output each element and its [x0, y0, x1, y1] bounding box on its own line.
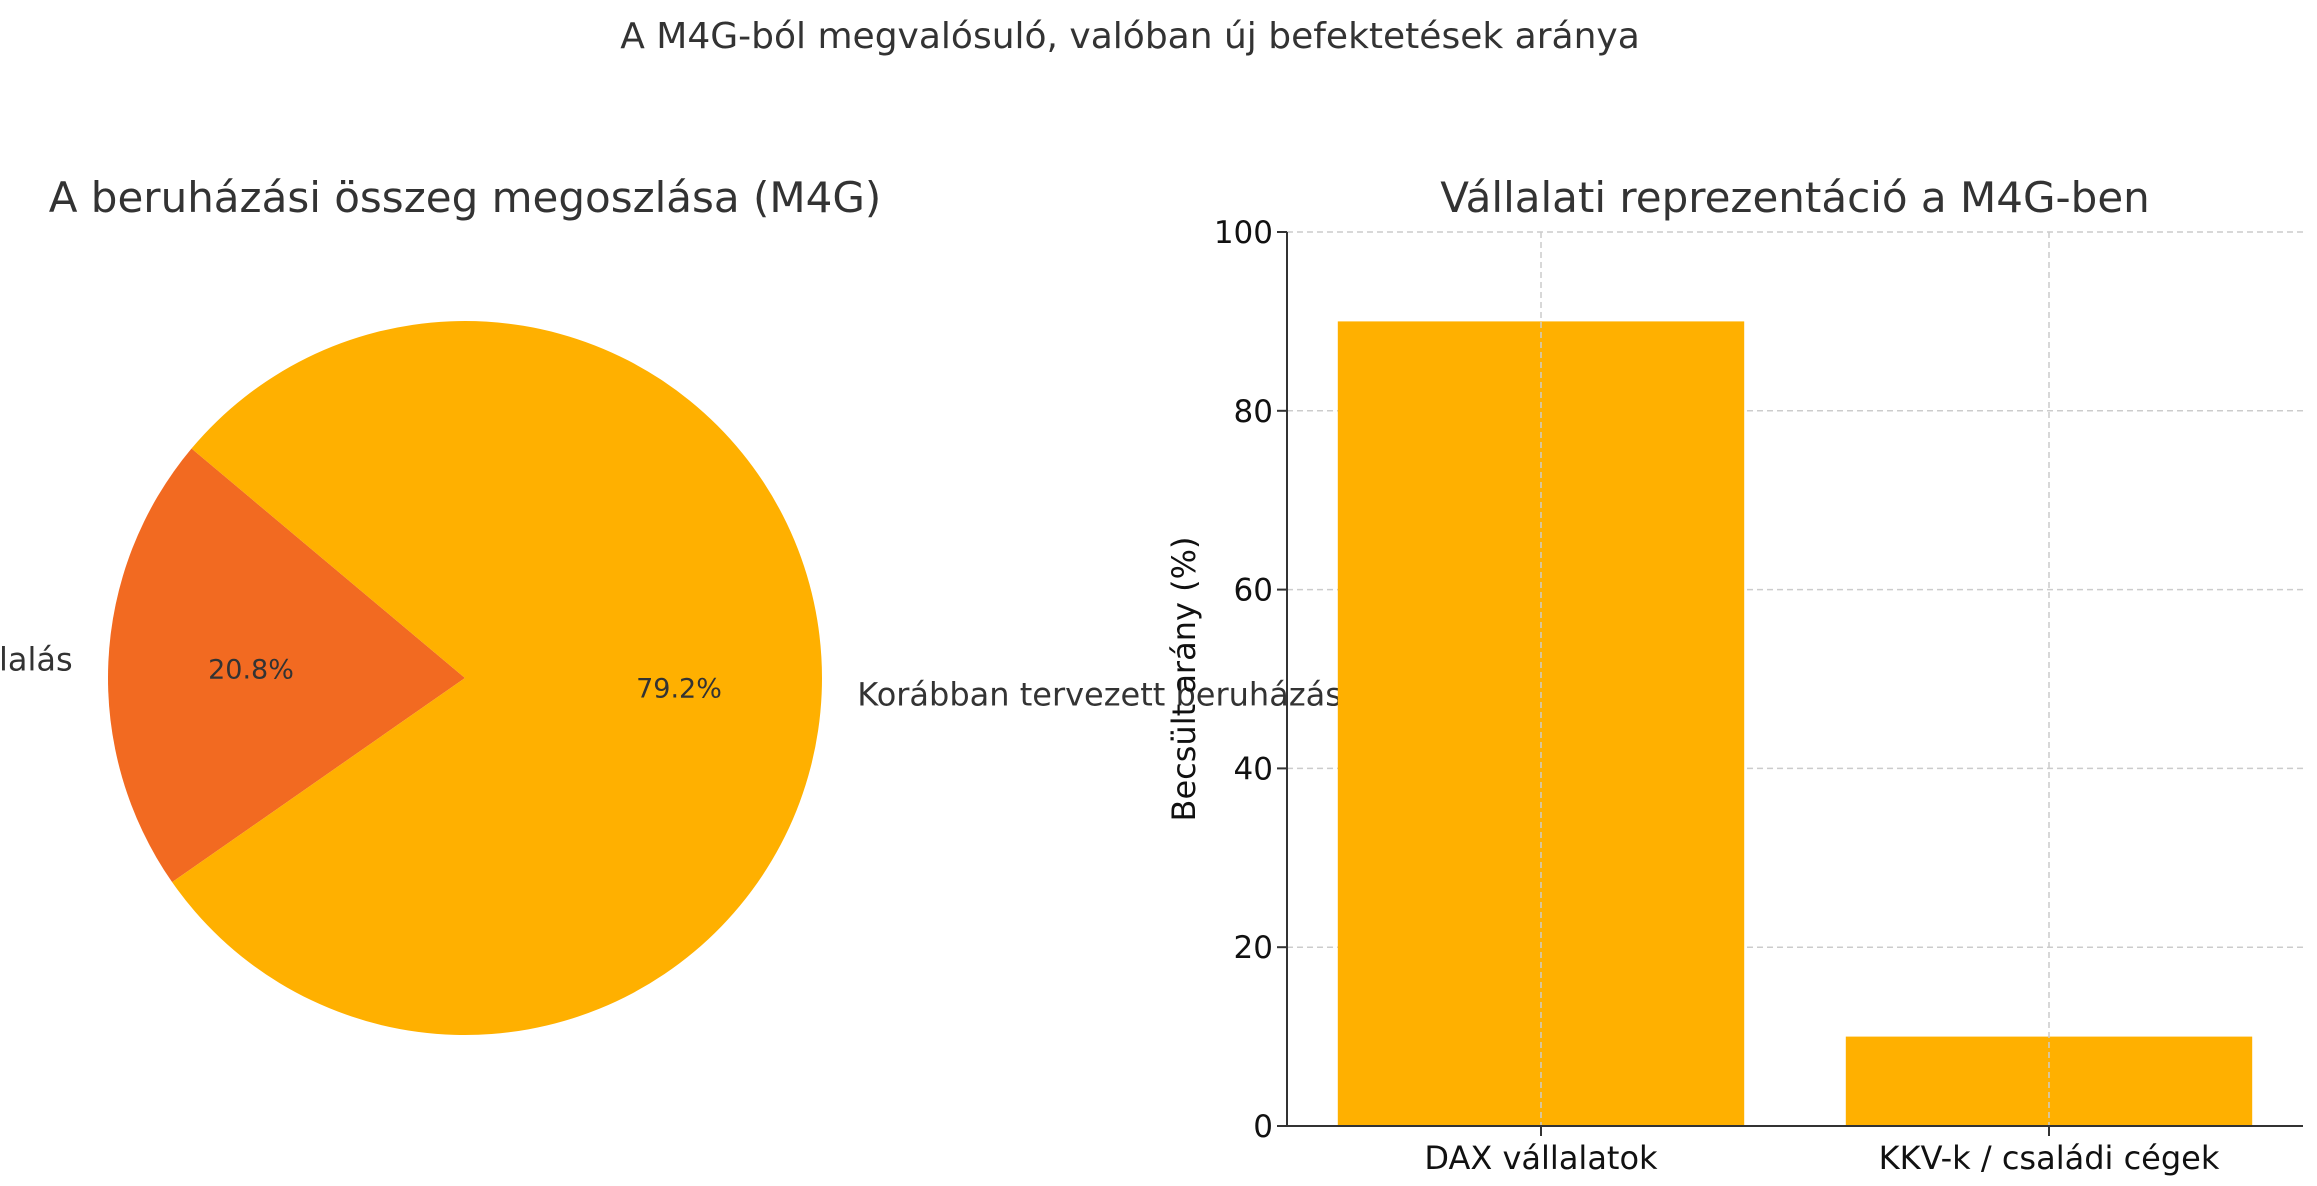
- y-axis-label: Becsült arány (%): [1165, 537, 1203, 822]
- y-tick-label: 0: [1253, 1109, 1273, 1145]
- bar: [1845, 1036, 2253, 1126]
- pie-percent-label: 20.8%: [208, 654, 294, 685]
- x-tick-label: KKV-k / családi cégek: [1879, 1139, 2220, 1177]
- pie-chart-panel: A beruházási összeg megoszlása (M4G) Új v…: [0, 173, 1342, 1035]
- y-tick-label: 20: [1234, 930, 1273, 966]
- pie-title: A beruházási összeg megoszlása (M4G): [49, 173, 882, 222]
- y-tick-label: 60: [1234, 573, 1273, 609]
- pie-slice-label: Új vállalás: [0, 640, 73, 679]
- pie-slice: [107, 448, 465, 883]
- y-tick-label: 80: [1234, 394, 1273, 430]
- figure-suptitle: A M4G-ból megvalósuló, valóban új befekt…: [620, 16, 1640, 57]
- pie-percent-label: 79.2%: [636, 674, 722, 705]
- bar-chart-title: Vállalati reprezentáció a M4G-ben: [1440, 173, 2150, 222]
- y-tick-label: 40: [1234, 751, 1273, 787]
- y-tick-label: 100: [1214, 215, 1273, 251]
- bar-chart-panel: Vállalati reprezentáció a M4G-ben 0 20 40 60…: [1165, 173, 2303, 1177]
- pie-slice-label: Korábban tervezett beruházás: [857, 676, 1342, 714]
- pie-slice: [172, 320, 822, 1035]
- x-tick-label: DAX vállalatok: [1424, 1139, 1658, 1177]
